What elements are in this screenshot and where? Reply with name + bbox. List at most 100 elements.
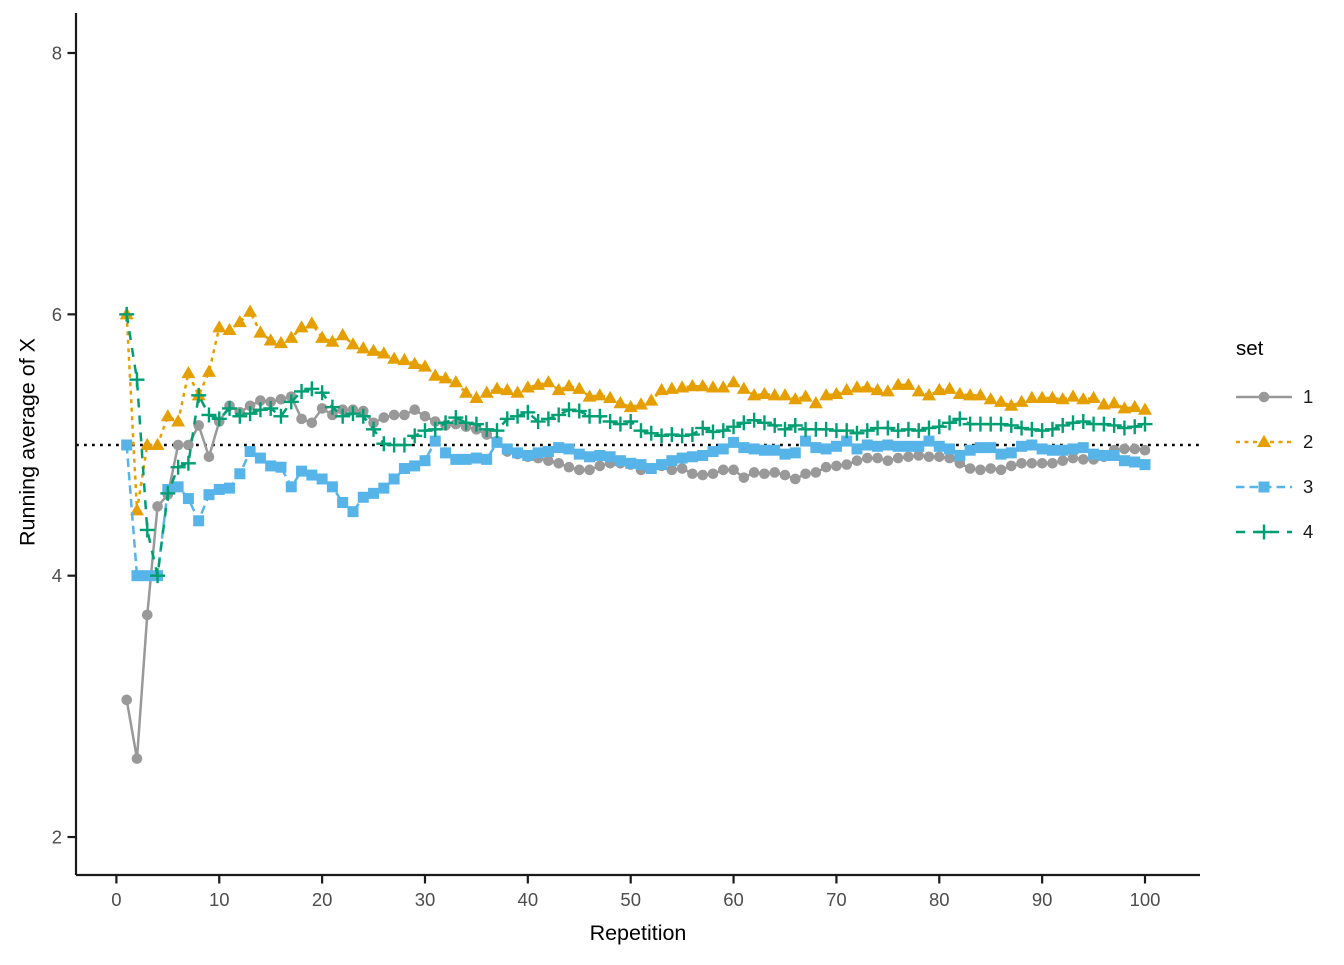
x-axis-title: Repetition <box>589 921 687 945</box>
series-1-point <box>399 409 410 421</box>
series-2-point <box>747 388 762 401</box>
series-3-point <box>851 443 863 455</box>
series-4-point <box>1003 417 1019 433</box>
series-3-point <box>635 459 647 471</box>
series-1-point <box>1139 444 1151 456</box>
series-3-point <box>224 482 236 494</box>
series-2-point <box>407 356 422 369</box>
series-1-point <box>748 467 760 478</box>
series-3-point <box>604 451 616 463</box>
series-2-point <box>1035 390 1050 403</box>
y-axis-title: Running average of X <box>15 338 40 546</box>
series-1-point <box>923 451 935 463</box>
series-4-point <box>150 568 166 584</box>
x-tick-label: 40 <box>518 889 539 910</box>
series-1-point <box>666 464 678 476</box>
series-3-point <box>1057 444 1069 456</box>
legend-item-label: 2 <box>1303 430 1314 452</box>
series-2-point <box>654 382 669 396</box>
series-1-point <box>1077 454 1089 465</box>
series-2-point <box>1065 389 1080 402</box>
series-4-point <box>818 421 834 437</box>
series-1-point <box>1016 458 1027 469</box>
series-2-point <box>705 380 720 393</box>
series-1-point <box>944 452 955 464</box>
series-1-point <box>975 464 986 476</box>
series-2-point <box>551 382 566 396</box>
series-1-point <box>964 463 976 474</box>
series-4-point <box>602 413 618 429</box>
series-4-point <box>551 407 567 423</box>
series-1-point <box>985 463 997 474</box>
series-4-point <box>612 416 628 432</box>
series-2-point <box>304 316 319 329</box>
series-3-point <box>1118 455 1130 467</box>
series-3-point <box>1005 447 1017 459</box>
series-4-point <box>623 413 639 429</box>
series-2-point <box>891 377 906 390</box>
series-2-point <box>921 388 936 401</box>
series-3-point <box>758 444 770 456</box>
series-1-point <box>1129 443 1141 455</box>
series-2-point <box>273 335 288 349</box>
series-3-point <box>697 449 709 461</box>
series-4-point <box>767 417 783 433</box>
series-2-point <box>952 386 967 400</box>
series-3-point <box>265 460 277 472</box>
series-4-point <box>726 419 742 435</box>
series-1-point <box>584 464 595 476</box>
series-4-point <box>1065 415 1081 431</box>
series-2-point <box>1004 398 1019 411</box>
series-4-point <box>736 415 752 431</box>
series-2-point <box>572 381 587 394</box>
series-2-point <box>222 322 237 336</box>
series-3-point <box>902 440 914 452</box>
series-2-point <box>397 352 412 366</box>
series-4-point <box>510 408 526 424</box>
series-3-point <box>388 473 400 485</box>
series-2-line <box>125 309 1146 511</box>
series-4-point <box>1044 421 1060 437</box>
series-3-point <box>800 435 812 447</box>
series-1-point <box>563 461 575 473</box>
series-2-point <box>315 330 330 343</box>
series-4-point <box>180 455 196 471</box>
series-3-point <box>440 447 452 459</box>
series-4-point <box>1075 413 1091 429</box>
series-3-point <box>841 435 853 447</box>
series-3-point <box>892 440 904 452</box>
series-3-point <box>121 439 133 451</box>
series-1-point <box>1057 455 1069 466</box>
series-3-point <box>244 446 256 458</box>
series-3-point <box>686 451 698 463</box>
series-1-point <box>779 469 791 481</box>
series-1-point <box>1005 460 1017 472</box>
series-1-point <box>296 413 307 425</box>
x-tick-label: 80 <box>929 889 950 910</box>
series-1-point <box>1067 452 1079 464</box>
series-2-point <box>479 385 494 398</box>
series-2-point <box>788 392 803 405</box>
series-4-point <box>242 406 258 422</box>
series-1-point <box>882 455 894 466</box>
series-1-point <box>378 412 390 423</box>
series-2-point <box>520 380 535 393</box>
series-3-point <box>964 444 976 456</box>
series-3-point <box>985 442 997 454</box>
series-4-point <box>921 420 937 436</box>
series-1-point <box>131 753 143 764</box>
series-1-point <box>995 464 1007 476</box>
series-1-point <box>933 451 945 463</box>
series-3-point <box>337 497 349 509</box>
series-4-point <box>746 412 762 428</box>
series-3-point <box>666 455 678 467</box>
series-2-point <box>911 384 926 397</box>
series-1-point <box>738 472 750 483</box>
series-2-point <box>335 328 350 341</box>
series-2-point <box>849 380 864 393</box>
series-3-point <box>707 446 719 458</box>
series-2-point <box>726 375 741 388</box>
series-3-point <box>460 453 472 465</box>
series-4-point <box>695 420 711 436</box>
